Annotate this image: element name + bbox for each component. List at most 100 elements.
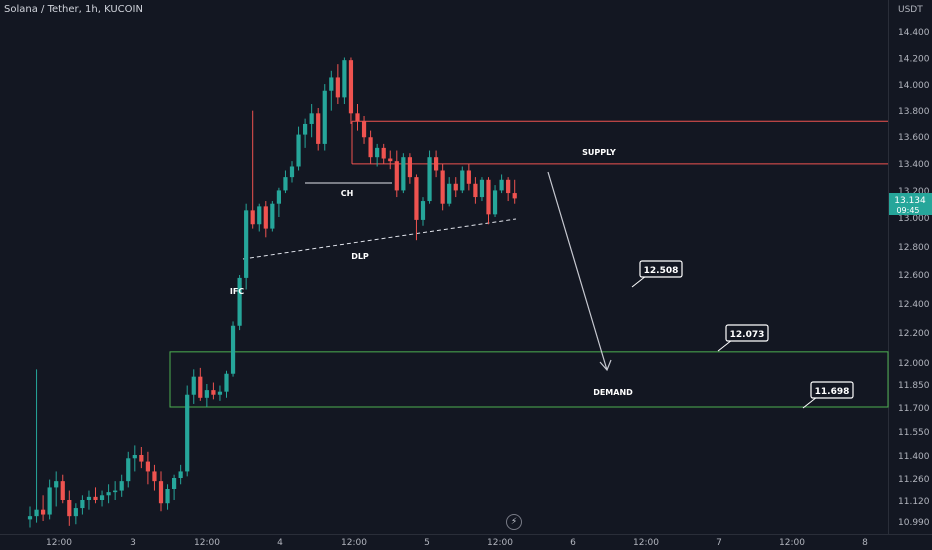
last-price-value: 13.134 bbox=[894, 196, 926, 206]
candle-body[interactable] bbox=[434, 157, 439, 171]
ifc-label: IFC bbox=[230, 287, 244, 296]
candle-body[interactable] bbox=[113, 490, 118, 493]
candle-body[interactable] bbox=[486, 179, 491, 215]
y-tick-label: 11.260 bbox=[898, 475, 930, 485]
callout-12073-box[interactable] bbox=[725, 324, 769, 342]
candle-body[interactable] bbox=[250, 210, 255, 225]
candle-body[interactable] bbox=[152, 471, 157, 482]
candle-body[interactable] bbox=[289, 166, 295, 178]
candle-body[interactable] bbox=[355, 113, 360, 122]
candle-body[interactable] bbox=[440, 170, 445, 204]
candle-body[interactable] bbox=[460, 170, 465, 191]
candle-body[interactable] bbox=[191, 376, 196, 395]
callout-12508-box[interactable] bbox=[639, 260, 683, 278]
candle-body[interactable] bbox=[361, 121, 367, 138]
y-tick-label: 13.400 bbox=[898, 160, 930, 170]
candle-body[interactable] bbox=[178, 471, 183, 478]
candle-body[interactable] bbox=[466, 170, 471, 184]
candle-body[interactable] bbox=[368, 137, 373, 158]
candle-body[interactable] bbox=[453, 183, 458, 191]
projection-arrow-head bbox=[599, 359, 612, 372]
candle-body[interactable] bbox=[407, 157, 412, 178]
candle-body[interactable] bbox=[198, 376, 203, 398]
x-tick-label: 6 bbox=[570, 538, 576, 548]
candle-body[interactable] bbox=[329, 77, 334, 91]
candle-body[interactable] bbox=[401, 157, 406, 191]
candle-body[interactable] bbox=[145, 461, 150, 472]
candle-body[interactable] bbox=[512, 193, 517, 199]
candle-body[interactable] bbox=[158, 481, 164, 504]
candle-body[interactable] bbox=[394, 161, 399, 191]
candle-body[interactable] bbox=[67, 500, 72, 517]
demand-zone[interactable] bbox=[169, 351, 889, 408]
candle-body[interactable] bbox=[27, 516, 33, 520]
candle-body[interactable] bbox=[270, 203, 275, 229]
callout-12508-text: 12.508 bbox=[644, 266, 679, 276]
candle-body[interactable] bbox=[303, 123, 308, 135]
candle-body[interactable] bbox=[479, 179, 485, 198]
candle-body[interactable] bbox=[47, 487, 52, 515]
y-tick-label: 12.200 bbox=[898, 329, 930, 339]
candle-body[interactable] bbox=[447, 183, 452, 204]
x-tick-label: 5 bbox=[424, 538, 430, 548]
candle-body[interactable] bbox=[244, 210, 249, 278]
candle-body[interactable] bbox=[499, 179, 504, 191]
candle-body[interactable] bbox=[296, 134, 301, 167]
y-tick-label: 14.400 bbox=[898, 28, 930, 38]
callout-11698-box[interactable] bbox=[810, 381, 854, 399]
candle-body[interactable] bbox=[139, 455, 144, 462]
candle-body[interactable] bbox=[204, 390, 209, 398]
last-price-tag[interactable] bbox=[889, 193, 932, 215]
candle-body[interactable] bbox=[106, 492, 111, 496]
candle-body[interactable] bbox=[506, 179, 511, 194]
candle-body[interactable] bbox=[132, 455, 137, 459]
candle-body[interactable] bbox=[283, 177, 288, 191]
candle-body[interactable] bbox=[126, 458, 131, 482]
candle-body[interactable] bbox=[211, 390, 216, 395]
candle-body[interactable] bbox=[230, 325, 236, 374]
candle-body[interactable] bbox=[172, 478, 177, 489]
candle-body[interactable] bbox=[80, 500, 85, 509]
candle-body[interactable] bbox=[388, 158, 393, 162]
candle-body[interactable] bbox=[492, 190, 498, 215]
x-tick-label: 3 bbox=[130, 538, 136, 548]
symbol-title[interactable]: Solana / Tether, 1h, KUCOIN bbox=[4, 4, 143, 15]
candle-body[interactable] bbox=[316, 113, 321, 144]
candle-body[interactable] bbox=[73, 508, 78, 517]
dlp-line[interactable] bbox=[242, 218, 517, 260]
candle-body[interactable] bbox=[414, 177, 419, 220]
candle-body[interactable] bbox=[381, 147, 386, 159]
candle-body[interactable] bbox=[34, 509, 39, 517]
candle-body[interactable] bbox=[93, 496, 98, 500]
candle-body[interactable] bbox=[86, 496, 92, 500]
candle-body[interactable] bbox=[41, 509, 46, 515]
candle-body[interactable] bbox=[224, 373, 229, 392]
candle-body[interactable] bbox=[375, 147, 380, 158]
candle-body[interactable] bbox=[257, 206, 262, 225]
projection-arrow-line[interactable] bbox=[547, 171, 608, 371]
candle-body[interactable] bbox=[309, 113, 314, 124]
candle-body[interactable] bbox=[335, 77, 340, 98]
candle-body[interactable] bbox=[348, 60, 354, 114]
candle-body[interactable] bbox=[342, 60, 347, 98]
candle-body[interactable] bbox=[217, 391, 223, 395]
lightning-icon[interactable]: ⚡ bbox=[506, 514, 522, 530]
candle-body[interactable] bbox=[54, 481, 59, 488]
candle-body[interactable] bbox=[427, 157, 432, 202]
candle-body[interactable] bbox=[185, 394, 190, 472]
candle-body[interactable] bbox=[119, 481, 124, 491]
candle-body[interactable] bbox=[165, 489, 170, 504]
candle-body[interactable] bbox=[322, 90, 327, 144]
demand-label: DEMAND bbox=[593, 388, 633, 397]
candle-body[interactable] bbox=[276, 190, 281, 204]
candle-body[interactable] bbox=[263, 206, 268, 229]
y-tick-label: 13.000 bbox=[898, 214, 930, 224]
candle-body[interactable] bbox=[237, 277, 242, 326]
candle-body[interactable] bbox=[473, 183, 478, 198]
candle-body[interactable] bbox=[420, 201, 426, 220]
candle-body[interactable] bbox=[60, 481, 65, 500]
candle-body[interactable] bbox=[99, 495, 105, 500]
y-tick-label: 14.200 bbox=[898, 55, 930, 65]
